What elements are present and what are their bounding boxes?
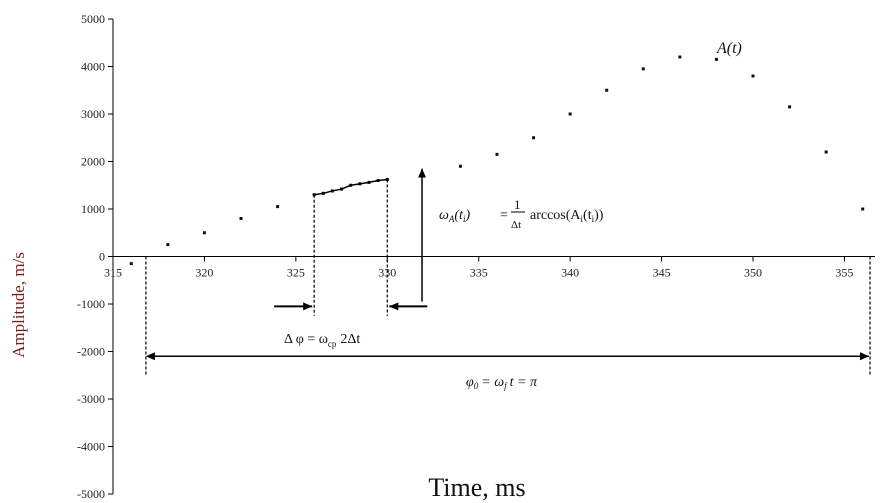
data-point — [824, 150, 828, 154]
x-tick-label: 335 — [470, 266, 488, 280]
delta-phi-label: Δ φ = ωcp 2Δt — [284, 332, 360, 349]
data-point — [239, 217, 243, 220]
data-point — [202, 231, 206, 235]
axes — [108, 18, 875, 495]
segment-point — [330, 189, 334, 193]
svg-text:ωA(ti): ωA(ti) — [439, 208, 470, 224]
data-point — [678, 55, 682, 59]
segment-point — [358, 182, 362, 186]
y-tick-label: 4000 — [81, 60, 105, 74]
x-axis-label: Time, ms — [428, 473, 525, 502]
y-tick-label: -2000 — [77, 345, 105, 359]
data-point — [129, 262, 133, 266]
y-tick-label: 3000 — [81, 107, 105, 121]
segment-point — [367, 180, 371, 184]
y-axis-label: Amplitude, m/s — [9, 252, 28, 358]
data-point — [276, 205, 280, 209]
tick-labels: 5000 4000 3000 2000 1000 0 -1000 -2000 -3000 -400… — [77, 12, 853, 501]
y-tick-label: 0 — [99, 250, 105, 264]
data-point — [641, 67, 645, 71]
x-tick-label: 350 — [744, 266, 762, 280]
segment-point — [321, 191, 325, 195]
x-tick-label: 320 — [195, 266, 213, 280]
data-point — [532, 136, 536, 140]
x-tick-label: 345 — [653, 266, 671, 280]
x-tick-label: 355 — [835, 266, 853, 280]
phi0-label: φ0 = ωf t = π — [466, 375, 538, 391]
segment-line — [314, 178, 388, 196]
y-tick-label: -1000 — [77, 297, 105, 311]
svg-text:1: 1 — [514, 197, 521, 212]
data-points — [129, 55, 865, 266]
svg-text:arccos(Ai(ti)): arccos(Ai(ti)) — [530, 208, 604, 224]
x-tick-label: 340 — [561, 266, 579, 280]
y-tick-label: -5000 — [77, 487, 105, 501]
data-point — [568, 112, 572, 116]
annotations — [145, 168, 871, 376]
segment-point — [340, 187, 344, 191]
x-tick-label: 315 — [104, 266, 122, 280]
series-label: A(t) — [716, 40, 742, 57]
segment-point — [349, 183, 353, 187]
data-point — [751, 74, 755, 78]
data-point — [861, 207, 865, 211]
omega-formula: ωA(ti) = 1 Δt arccos(Ai(ti)) — [439, 197, 604, 231]
x-tick-label: 325 — [287, 266, 305, 280]
y-tick-label: 1000 — [81, 202, 105, 216]
segment-point — [376, 179, 380, 182]
y-tick-label: 5000 — [81, 12, 105, 26]
data-point — [458, 164, 462, 168]
y-tick-label: 2000 — [81, 155, 105, 169]
data-point — [166, 243, 170, 247]
data-point — [788, 105, 792, 109]
data-point — [495, 152, 499, 156]
data-point — [605, 88, 609, 92]
data-point — [714, 57, 718, 61]
y-tick-label: -4000 — [77, 440, 105, 454]
y-tick-label: -3000 — [77, 392, 105, 406]
svg-text:Δt: Δt — [511, 219, 521, 231]
svg-text:=: = — [500, 208, 508, 223]
